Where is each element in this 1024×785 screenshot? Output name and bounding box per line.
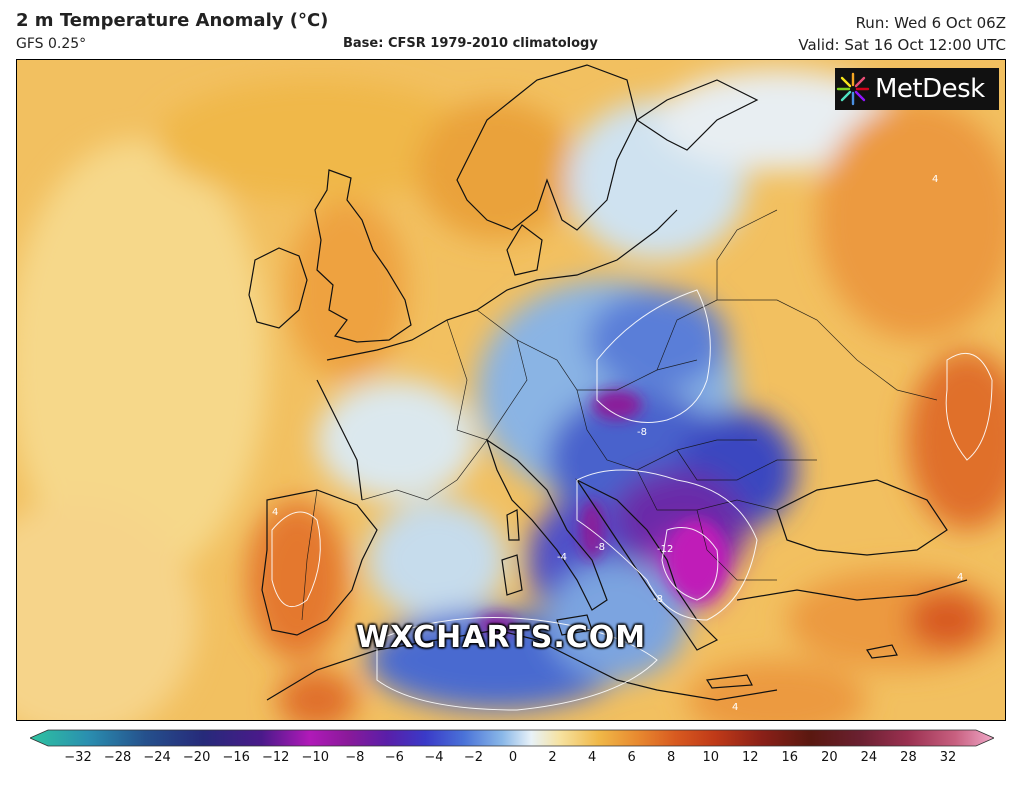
contour-label: 4 bbox=[272, 507, 278, 518]
colorbar-tick-label: 16 bbox=[781, 750, 799, 765]
chart-title: 2 m Temperature Anomaly (°C) bbox=[16, 10, 329, 31]
colorbar-tick-label: 2 bbox=[548, 750, 557, 765]
colorbar-ramp bbox=[30, 729, 994, 747]
strong-anomaly-cores bbox=[477, 390, 727, 635]
run-time-label: Run: Wed 6 Oct 06Z bbox=[855, 14, 1006, 32]
colorbar-tick-label: 8 bbox=[667, 750, 676, 765]
colorbar-tick-label: 32 bbox=[939, 750, 957, 765]
colorbar-tick-label: 0 bbox=[508, 750, 518, 765]
colorbar-tick-label: 12 bbox=[741, 750, 759, 765]
colorbar-tick-label: 28 bbox=[900, 750, 917, 765]
colorbar-tick-label: −12 bbox=[262, 750, 290, 765]
contour-lines bbox=[271, 289, 993, 711]
contour-label: -8 bbox=[595, 542, 605, 553]
colorbar-tick-label: 4 bbox=[587, 750, 597, 765]
map-canvas: -8 -8 -12 -8 -4 4 4 4 4 bbox=[17, 60, 1005, 720]
wxcharts-watermark: WXCHARTS.COM bbox=[356, 620, 647, 655]
colorbar bbox=[30, 729, 994, 747]
colorbar-tick-label: −20 bbox=[182, 750, 211, 765]
colorbar-tick-label: 10 bbox=[702, 750, 719, 765]
colorbar-tick-label: −8 bbox=[345, 750, 365, 765]
colorbar-ticks: −32 −28 −24 −20 −16 −12 −10 −8 −6 −4 −2 0 2 4 6 8 10 12 16… bbox=[0, 750, 1024, 770]
colorbar-tick-label: −24 bbox=[143, 750, 171, 765]
base-climatology-label: Base: CFSR 1979-2010 climatology bbox=[343, 36, 598, 51]
colorbar-tick-label: −4 bbox=[424, 750, 444, 765]
colorbar-tick-label: −32 bbox=[64, 750, 92, 765]
sunburst-icon bbox=[836, 72, 870, 106]
contour-label: 4 bbox=[957, 572, 963, 583]
contour-label: -8 bbox=[637, 427, 647, 438]
contour-label: 4 bbox=[932, 174, 938, 185]
colorbar-tick-label: 24 bbox=[860, 750, 878, 765]
coastlines bbox=[248, 64, 968, 701]
contour-label: -4 bbox=[557, 552, 567, 563]
anomaly-map[interactable]: -8 -8 -12 -8 -4 4 4 4 4 bbox=[16, 59, 1006, 721]
colorbar-tick-label: 20 bbox=[821, 750, 838, 765]
colorbar-tick-label: 6 bbox=[627, 750, 636, 765]
colorbar-tick-label: −28 bbox=[103, 750, 132, 765]
contour-label: -12 bbox=[657, 544, 673, 555]
colorbar-tick-label: −16 bbox=[222, 750, 250, 765]
contour-label: -8 bbox=[653, 594, 663, 605]
contour-labels: -8 -8 -12 -8 -4 4 4 4 4 bbox=[272, 174, 963, 713]
metdesk-logo: MetDesk bbox=[835, 68, 999, 110]
logo-text: MetDesk bbox=[875, 74, 985, 104]
colorbar-tick-label: −10 bbox=[301, 750, 329, 765]
model-label: GFS 0.25° bbox=[16, 36, 87, 52]
valid-time-label: Valid: Sat 16 Oct 12:00 UTC bbox=[798, 36, 1006, 54]
contour-label: 4 bbox=[732, 702, 738, 713]
borders bbox=[301, 209, 938, 621]
colorbar-tick-label: −2 bbox=[463, 750, 484, 765]
colorbar-tick-label: −6 bbox=[384, 750, 404, 765]
